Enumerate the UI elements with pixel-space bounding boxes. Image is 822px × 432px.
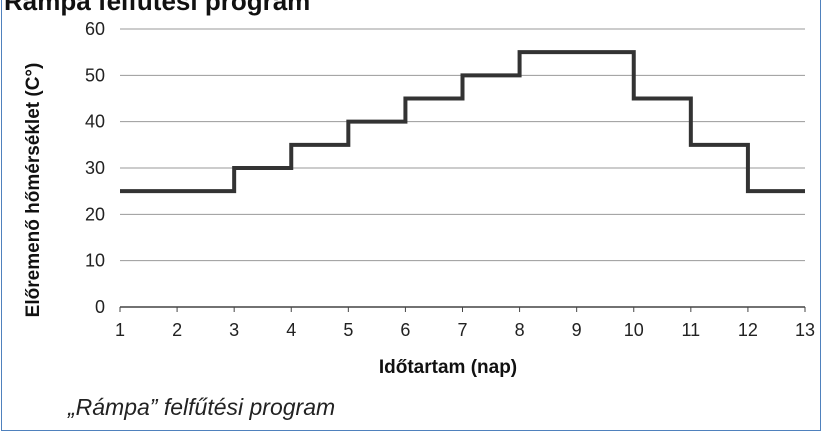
chart-caption: „Rámpa” felfűtési program xyxy=(68,394,336,420)
y-tick-label-60: 60 xyxy=(85,19,105,39)
x-tick-label-11: 11 xyxy=(681,320,700,340)
x-tick-label-10: 10 xyxy=(624,320,644,340)
y-axis-label: Előremenő hőmérséklet (C°) xyxy=(23,63,44,318)
x-tick-label-8: 8 xyxy=(515,320,525,340)
x-tick-label-1: 1 xyxy=(115,320,125,340)
y-tick-label-20: 20 xyxy=(85,204,105,224)
series-step-line xyxy=(120,50,805,194)
y-tick-label-10: 10 xyxy=(85,251,105,271)
y-tick-label-30: 30 xyxy=(85,158,105,178)
x-tick-label-13: 13 xyxy=(795,320,815,340)
y-tick-labels: 0 10 20 30 40 50 60 xyxy=(85,19,105,317)
chart-title-cropped: Rámpa felfűtési program xyxy=(4,0,311,16)
y-tick-label-0: 0 xyxy=(95,297,105,317)
x-tick-label-6: 6 xyxy=(400,320,410,340)
y-tick-label-40: 40 xyxy=(85,112,105,132)
x-tick-label-12: 12 xyxy=(738,320,758,340)
x-tick-label-2: 2 xyxy=(172,320,182,340)
x-tick-label-9: 9 xyxy=(572,320,582,340)
x-axis-label: Időtartam (nap) xyxy=(379,357,517,378)
y-tick-label-50: 50 xyxy=(85,65,105,85)
x-tick-label-5: 5 xyxy=(343,320,353,340)
grid-lines xyxy=(119,28,806,312)
x-tick-label-3: 3 xyxy=(229,320,239,340)
x-tick-labels: 1 2 3 4 5 6 7 8 9 10 11 12 13 xyxy=(115,320,815,340)
x-tick-label-4: 4 xyxy=(286,320,296,340)
x-tick-label-7: 7 xyxy=(457,320,467,340)
